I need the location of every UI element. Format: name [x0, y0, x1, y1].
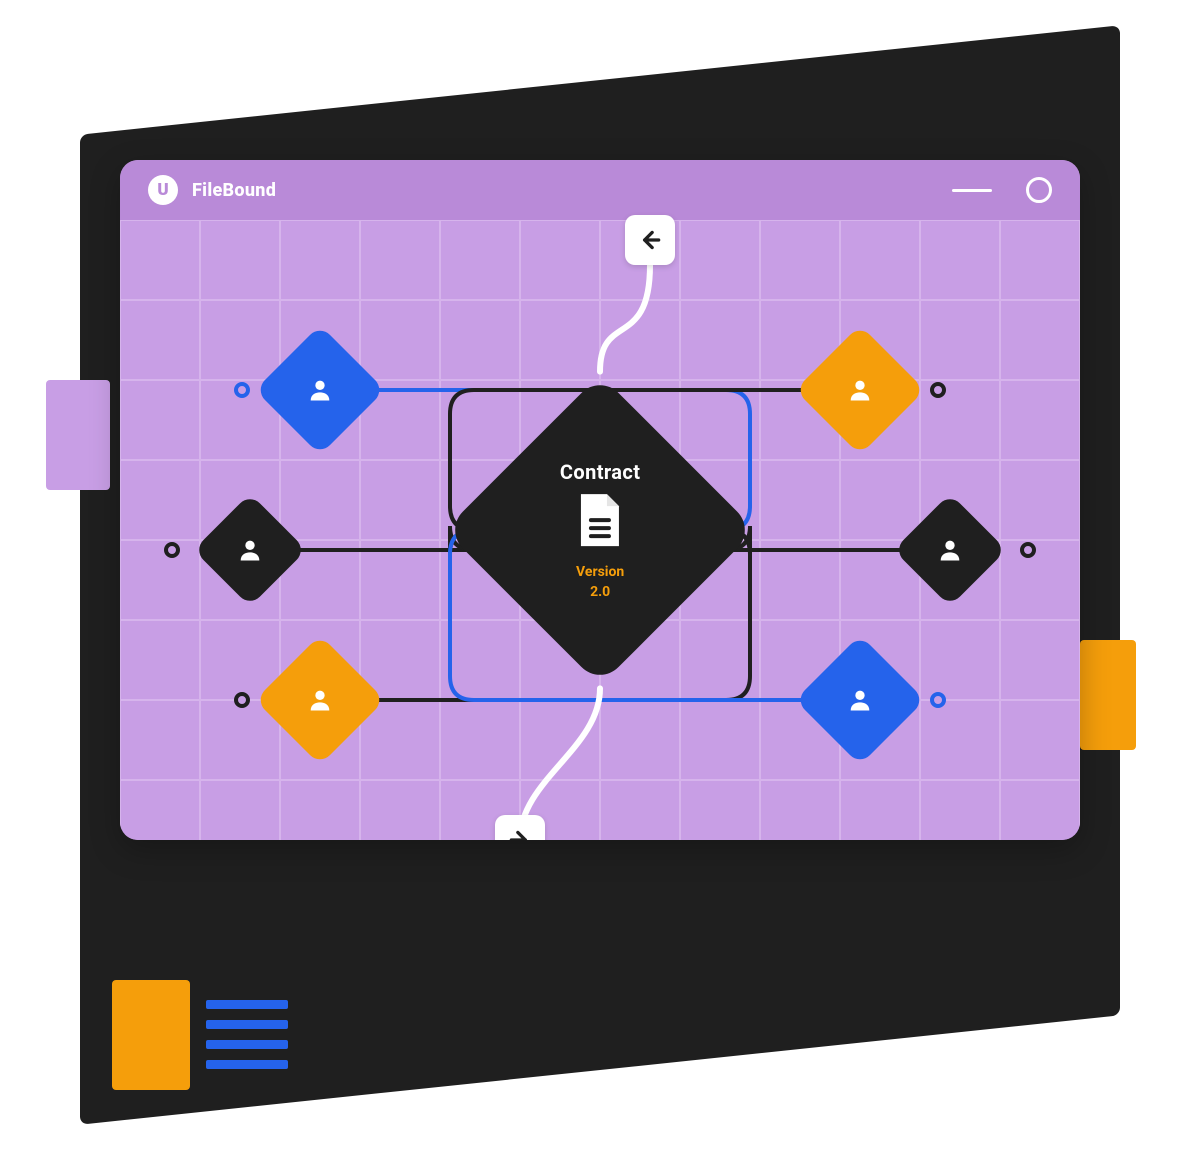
app-window: U FileBound Contract	[120, 160, 1080, 840]
app-logo-icon: U	[148, 175, 178, 205]
accent-bottom-orange	[112, 980, 190, 1090]
diagram-canvas: Contract Version 2.0	[120, 220, 1080, 840]
app-logo-glyph: U	[157, 180, 168, 200]
titlebar: U FileBound	[120, 160, 1080, 220]
close-icon[interactable]	[1026, 177, 1052, 203]
back-button[interactable]	[625, 215, 675, 265]
arrow-right-icon	[507, 827, 533, 840]
accent-right-orange	[1080, 640, 1136, 750]
document-icon	[577, 492, 623, 548]
accent-left-purple	[46, 380, 110, 490]
stage: U FileBound Contract	[0, 0, 1200, 1166]
arrow-left-icon	[637, 227, 663, 253]
center-node-version-label: Version	[576, 564, 624, 580]
forward-button[interactable]	[495, 815, 545, 840]
app-name: FileBound	[192, 180, 276, 201]
decorative-blue-lines	[206, 1000, 288, 1080]
center-node-version-number: 2.0	[590, 584, 610, 600]
center-node-title: Contract	[560, 460, 640, 484]
minimize-icon[interactable]	[952, 189, 992, 192]
